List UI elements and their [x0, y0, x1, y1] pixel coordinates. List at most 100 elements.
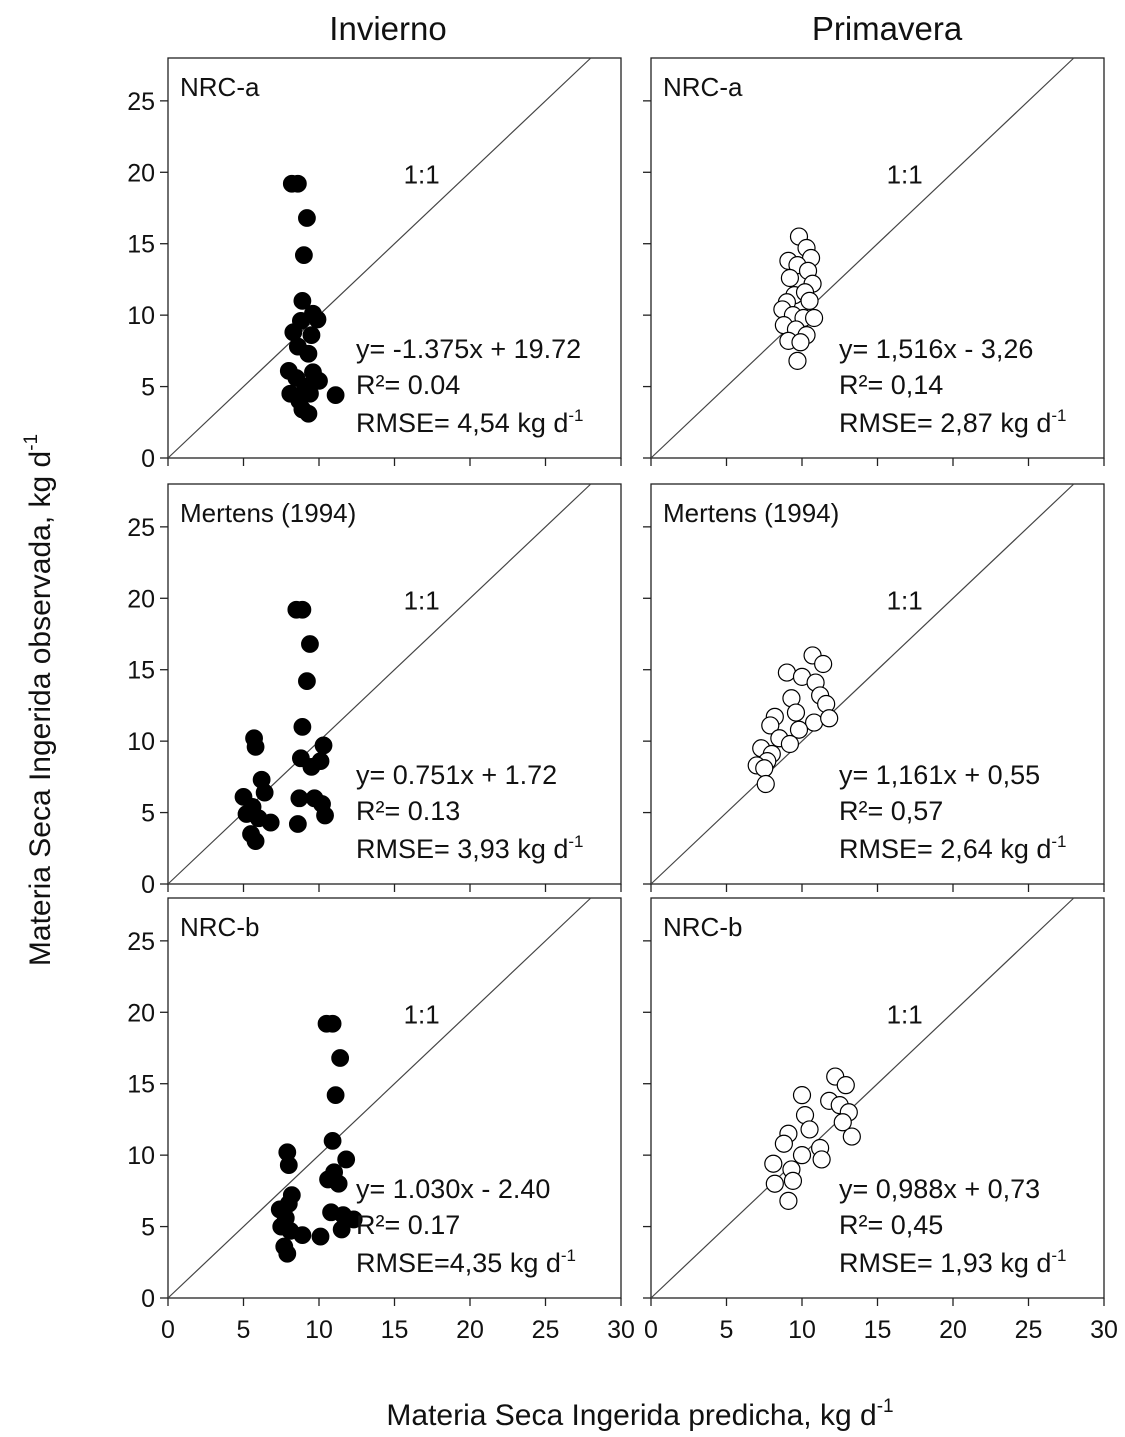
data-point [788, 351, 807, 370]
data-point [325, 1163, 344, 1182]
regression-equation: y= 1.030x - 2.40 [356, 1174, 550, 1204]
x-tick-label: 5 [720, 1316, 734, 1344]
y-tick-label: 10 [127, 1142, 155, 1170]
data-point [789, 720, 809, 739]
identity-line [650, 483, 1075, 885]
x-tick-label: 5 [237, 1316, 251, 1344]
data-point [344, 1210, 363, 1229]
data-point [301, 384, 319, 403]
identity-label: 1:1 [404, 160, 440, 190]
data-point [765, 1174, 784, 1193]
data-point [792, 1086, 812, 1105]
r-squared: R²= 0.04 [356, 370, 460, 400]
data-point [774, 1134, 793, 1153]
data-point [836, 1076, 855, 1095]
data-point [337, 1150, 356, 1169]
y-tick-label: 10 [127, 302, 155, 330]
rmse: RMSE= 3,93 kg d-1 [356, 832, 584, 864]
identity-line [650, 897, 1075, 1299]
data-point [316, 806, 334, 825]
identity-line [650, 57, 1075, 459]
data-point [301, 635, 319, 653]
data-point [293, 717, 312, 736]
x-tick-label: 15 [381, 1316, 409, 1344]
data-point [792, 1146, 812, 1165]
y-tick-label: 0 [141, 445, 155, 473]
data-point [311, 752, 330, 771]
data-point [755, 759, 774, 778]
regression-equation: y= 1,516x - 3,26 [839, 334, 1033, 364]
data-point [326, 1086, 345, 1105]
data-point [326, 386, 345, 405]
panel-primavera-nrc-a: NRC-a 1:1 y= 1,516x - 3,26 R²= 0,14 RMSE= 2,… [643, 57, 1105, 466]
rmse-text: RMSE= 2,87 kg d [839, 408, 1051, 438]
x-tick-label: 30 [1090, 1316, 1118, 1344]
rmse-text: RMSE= 1,93 kg d [839, 1248, 1051, 1278]
data-point [761, 716, 780, 735]
y-tick-label: 15 [127, 657, 155, 685]
x-axis-title-superscript: -1 [877, 1396, 894, 1417]
data-point [308, 310, 327, 329]
data-point [288, 174, 307, 193]
panel-label: NRC-b [180, 912, 259, 942]
data-point [800, 291, 819, 310]
data-point [255, 783, 274, 802]
identity-label: 1:1 [887, 1000, 923, 1030]
rmse: RMSE= 1,93 kg d-1 [839, 1246, 1067, 1278]
data-point [246, 737, 265, 756]
x-tick-label: 10 [305, 1316, 333, 1344]
y-tick-label: 15 [127, 231, 155, 259]
data-point [299, 404, 318, 423]
data-point [332, 1220, 351, 1239]
regression-equation: y= 0,988x + 0,73 [839, 1174, 1040, 1204]
rmse: RMSE= 2,64 kg d-1 [839, 832, 1067, 864]
data-point [764, 1154, 783, 1173]
data-point [323, 1014, 342, 1033]
panel-invierno-mertens-1994: 0 5 10 15 20 25 Mertens (1994) 1:1 y= 0.751x + 1… [127, 483, 622, 899]
data-point [294, 246, 313, 265]
data-point [780, 734, 800, 754]
column-title-primavera: Primavera [812, 10, 963, 47]
rmse-superscript: -1 [1051, 1246, 1066, 1265]
data-point [293, 600, 312, 619]
y-tick-label: 5 [141, 1214, 155, 1242]
data-point [293, 291, 312, 310]
rmse-superscript: -1 [568, 832, 583, 851]
r-squared: R²= 0,57 [839, 796, 943, 826]
identity-label: 1:1 [887, 586, 923, 616]
x-tick-label: 15 [864, 1316, 892, 1344]
y-tick-label: 5 [141, 800, 155, 828]
data-point [310, 371, 328, 390]
data-point [804, 713, 824, 732]
data-point [814, 654, 833, 674]
rmse-text: RMSE= 3,93 kg d [356, 834, 568, 864]
data-point [323, 1131, 342, 1150]
data-point [261, 813, 280, 832]
data-point [812, 1150, 831, 1169]
x-tick-label: 30 [607, 1316, 635, 1344]
panel-label: Mertens (1994) [180, 498, 356, 528]
panel-label: Mertens (1994) [663, 498, 839, 528]
rmse-superscript: -1 [1051, 406, 1066, 425]
data-point [246, 832, 265, 851]
y-tick-label: 0 [141, 1285, 155, 1313]
r-squared: R²= 0.13 [356, 796, 460, 826]
data-point [791, 333, 810, 352]
data-point [780, 268, 800, 288]
data-point [290, 789, 309, 808]
y-tick-label: 25 [127, 928, 155, 956]
column-title-invierno: Invierno [329, 10, 446, 47]
data-point [800, 1120, 819, 1139]
data-point [299, 344, 318, 363]
x-tick-label: 25 [1015, 1316, 1043, 1344]
identity-label: 1:1 [404, 1000, 440, 1030]
x-tick-label: 20 [939, 1316, 967, 1344]
data-point [820, 709, 839, 728]
data-point [278, 1244, 297, 1263]
y-tick-label: 15 [127, 1071, 155, 1099]
panel-label: NRC-a [663, 72, 743, 102]
identity-label: 1:1 [887, 160, 923, 190]
panel-primavera-mertens-1994: Mertens (1994) 1:1 y= 1,161x + 0,55 R²= 0,5… [643, 483, 1105, 892]
data-point [786, 703, 806, 722]
